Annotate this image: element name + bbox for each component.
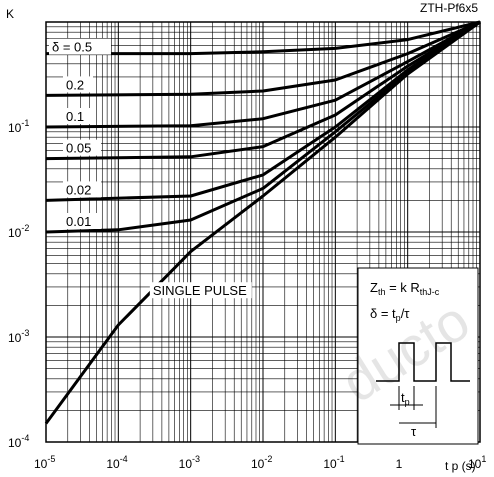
formula-box-border [357, 267, 479, 445]
series-curve-2 [45, 20, 481, 129]
y-tick-label-0: 10-1 [8, 118, 29, 135]
series-curve-0 [46, 20, 481, 56]
tick-labels: 10-5 10-4 10-3 10-2 10-1 1 101 10-1 10-2 10-3 10-4 [8, 118, 486, 471]
formula-line-1: Zth = k RthJ-c [370, 280, 440, 297]
x-tick-label-6: 101 [468, 454, 486, 471]
tp-label: tp [401, 390, 410, 407]
corner-label: ZTH-Pf6x5 [420, 1, 478, 15]
series-label-bg-1 [63, 76, 93, 93]
x-axis-label: t p (s) [445, 459, 476, 473]
x-tick-label-5: 1 [396, 457, 403, 471]
series-label-4: 0.02 [66, 182, 91, 197]
x-tick-label-4: 10-1 [323, 454, 344, 471]
series-label-5: 0.01 [66, 214, 91, 229]
series-label-bg-2 [63, 108, 93, 124]
series-label-2: 0.1 [66, 109, 84, 124]
series-curve-3 [45, 20, 481, 161]
pulse-train-icon [376, 342, 470, 382]
series-label-bg-0 [49, 38, 111, 55]
series-label-bg-3 [63, 139, 101, 156]
series-label-1: 0.2 [66, 77, 84, 92]
series-label-bg-4 [63, 181, 101, 198]
x-tick-label-2: 10-3 [179, 454, 200, 471]
curves [44, 20, 481, 425]
series-curve-4 [45, 20, 481, 202]
series-label-3: 0.05 [66, 141, 91, 156]
series-labels: δ = 0.5 0.2 0.1 0.05 0.02 0.01 SINGLE PULSE [49, 38, 252, 299]
series-label-6: SINGLE PULSE [153, 283, 247, 298]
formula-line-2: δ = tp/τ [370, 306, 410, 323]
series-curve-6 [44, 20, 481, 425]
series-label-bg-5 [63, 213, 101, 229]
y-tick-label-3: 10-4 [8, 433, 29, 450]
series-label-0: δ = 0.5 [52, 40, 92, 55]
x-tick-label-0: 10-5 [34, 454, 55, 471]
series-label-bg-6 [149, 282, 252, 299]
x-tick-label-1: 10-4 [106, 454, 127, 471]
y-axis-label: K [6, 7, 14, 21]
y-tick-label-1: 10-2 [8, 223, 29, 240]
y-tick-label-2: 10-3 [8, 328, 29, 345]
x-tick-label-3: 10-2 [251, 454, 272, 471]
formula-box: Zth = k RthJ-c δ = tp/τ tp τ [357, 267, 479, 445]
tau-label: τ [411, 424, 417, 439]
series-curve-1 [45, 20, 481, 97]
